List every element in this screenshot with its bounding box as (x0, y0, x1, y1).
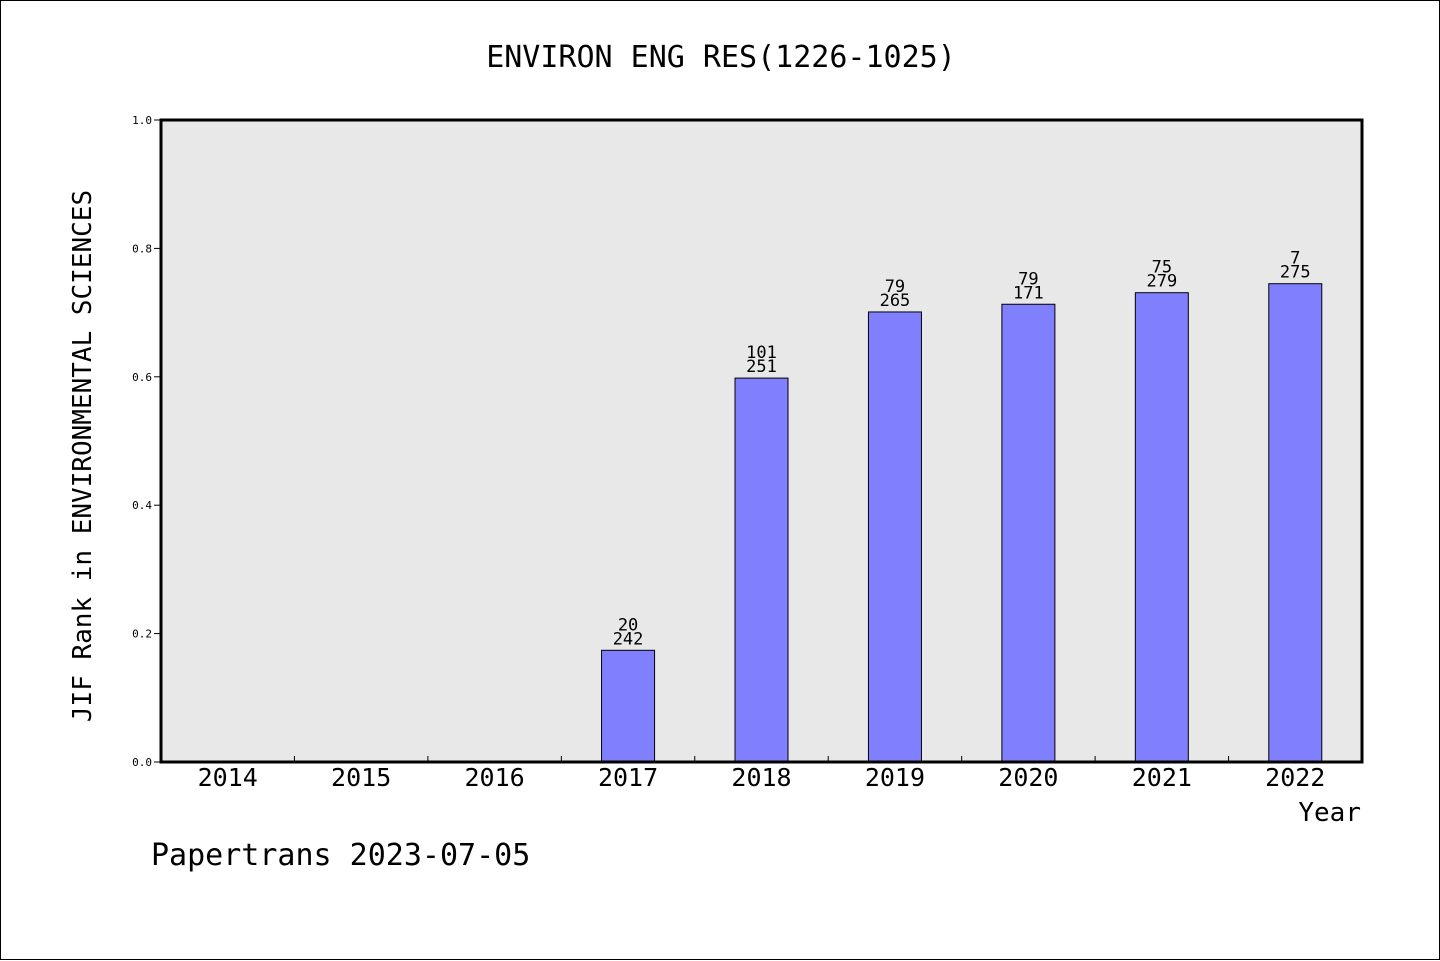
bar-total-label: 275 (1280, 263, 1311, 283)
x-tick-label: 2019 (865, 763, 925, 792)
bar-rank-label: 101 (746, 343, 777, 363)
bars-group (601, 283, 1323, 763)
x-tick-label: 2020 (998, 763, 1058, 792)
y-tick-label: 1.0 (132, 114, 152, 127)
bar-rank-label: 75 (1152, 258, 1172, 278)
y-tick-label: 0.8 (132, 242, 152, 255)
x-tick-label: 2021 (1132, 763, 1192, 792)
x-tick-label: 2018 (731, 763, 791, 792)
chart-title: ENVIRON ENG RES(1226-1025) (486, 40, 956, 75)
bar (734, 377, 789, 763)
x-tick-label: 2017 (598, 763, 658, 792)
y-tick-label: 0.2 (132, 628, 152, 641)
x-tick-label: 2022 (1265, 763, 1325, 792)
x-tick-label: 2015 (331, 763, 391, 792)
x-axis-label: Year (1298, 798, 1361, 828)
y-tick-label: 0.0 (132, 756, 152, 769)
y-tick-label: 0.6 (132, 371, 152, 384)
x-tick-label: 2014 (198, 763, 258, 792)
plot-border (159, 118, 1364, 764)
footer-watermark: Papertrans 2023-07-05 (151, 838, 530, 873)
bar-rank-label: 79 (1018, 269, 1038, 289)
y-axis-label: JIF Rank in ENVIRONMENTAL SCIENCES (68, 190, 98, 722)
y-tick-label: 0.4 (132, 499, 152, 512)
bar (1001, 303, 1056, 763)
x-tick-label: 2016 (465, 763, 525, 792)
bar (1268, 283, 1323, 763)
bar-rank-label: 7 (1290, 249, 1300, 269)
bar-total-label: 242 (613, 629, 644, 649)
bar-total-label: 265 (880, 291, 911, 311)
y-axis: 0.0 0.2 0.4 0.6 0.8 1.0 (132, 114, 161, 769)
bar-total-label: 279 (1146, 272, 1177, 292)
bar (1134, 292, 1189, 763)
bar-total-label: 251 (746, 357, 777, 377)
bar (867, 311, 922, 763)
bar-rank-label: 20 (618, 615, 638, 635)
x-axis: 2014 2015 2016 2017 2018 2019 2020 2021 2022 (198, 756, 1325, 792)
bar (601, 649, 656, 763)
bar-total-label: 171 (1013, 283, 1044, 303)
bar-rank-label: 79 (885, 277, 905, 297)
